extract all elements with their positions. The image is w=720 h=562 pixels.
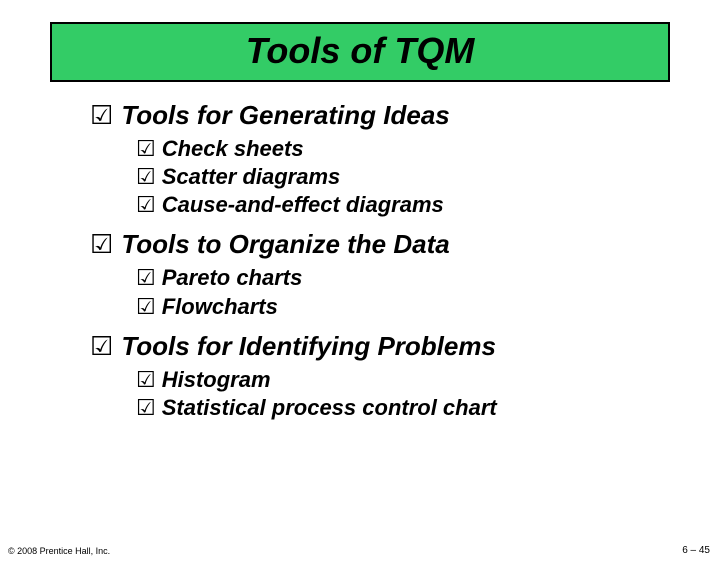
section-heading-text: Tools for Identifying Problems [121, 331, 496, 362]
checkbox-icon: ☑ [136, 163, 156, 191]
item-text: Statistical process control chart [162, 394, 497, 422]
title-box: Tools of TQM [50, 22, 670, 82]
list-item: ☑ Check sheets [136, 135, 680, 163]
section-heading-text: Tools to Organize the Data [121, 229, 449, 260]
checkbox-icon: ☑ [136, 191, 156, 219]
slide-title: Tools of TQM [52, 30, 668, 72]
checkbox-icon: ☑ [90, 229, 113, 260]
checkbox-icon: ☑ [136, 293, 156, 321]
content-area: ☑ Tools for Generating Ideas ☑ Check she… [0, 100, 720, 422]
checkbox-icon: ☑ [90, 331, 113, 362]
list-item: ☑ Statistical process control chart [136, 394, 680, 422]
item-text: Cause-and-effect diagrams [162, 191, 444, 219]
sub-list-3: ☑ Histogram ☑ Statistical process contro… [90, 366, 680, 422]
list-item: ☑ Cause-and-effect diagrams [136, 191, 680, 219]
slide-number: 6 – 45 [682, 545, 710, 556]
section-heading-3: ☑ Tools for Identifying Problems [90, 331, 680, 362]
section-heading-text: Tools for Generating Ideas [121, 100, 449, 131]
sub-list-2: ☑ Pareto charts ☑ Flowcharts [90, 264, 680, 320]
checkbox-icon: ☑ [136, 135, 156, 163]
checkbox-icon: ☑ [136, 366, 156, 394]
checkbox-icon: ☑ [90, 100, 113, 131]
sub-list-1: ☑ Check sheets ☑ Scatter diagrams ☑ Caus… [90, 135, 680, 219]
section-heading-2: ☑ Tools to Organize the Data [90, 229, 680, 260]
list-item: ☑ Pareto charts [136, 264, 680, 292]
checkbox-icon: ☑ [136, 394, 156, 422]
item-text: Flowcharts [162, 293, 278, 321]
list-item: ☑ Histogram [136, 366, 680, 394]
item-text: Histogram [162, 366, 271, 394]
copyright-text: © 2008 Prentice Hall, Inc. [8, 546, 110, 556]
item-text: Check sheets [162, 135, 304, 163]
item-text: Scatter diagrams [162, 163, 341, 191]
section-heading-1: ☑ Tools for Generating Ideas [90, 100, 680, 131]
item-text: Pareto charts [162, 264, 303, 292]
list-item: ☑ Flowcharts [136, 293, 680, 321]
list-item: ☑ Scatter diagrams [136, 163, 680, 191]
checkbox-icon: ☑ [136, 264, 156, 292]
